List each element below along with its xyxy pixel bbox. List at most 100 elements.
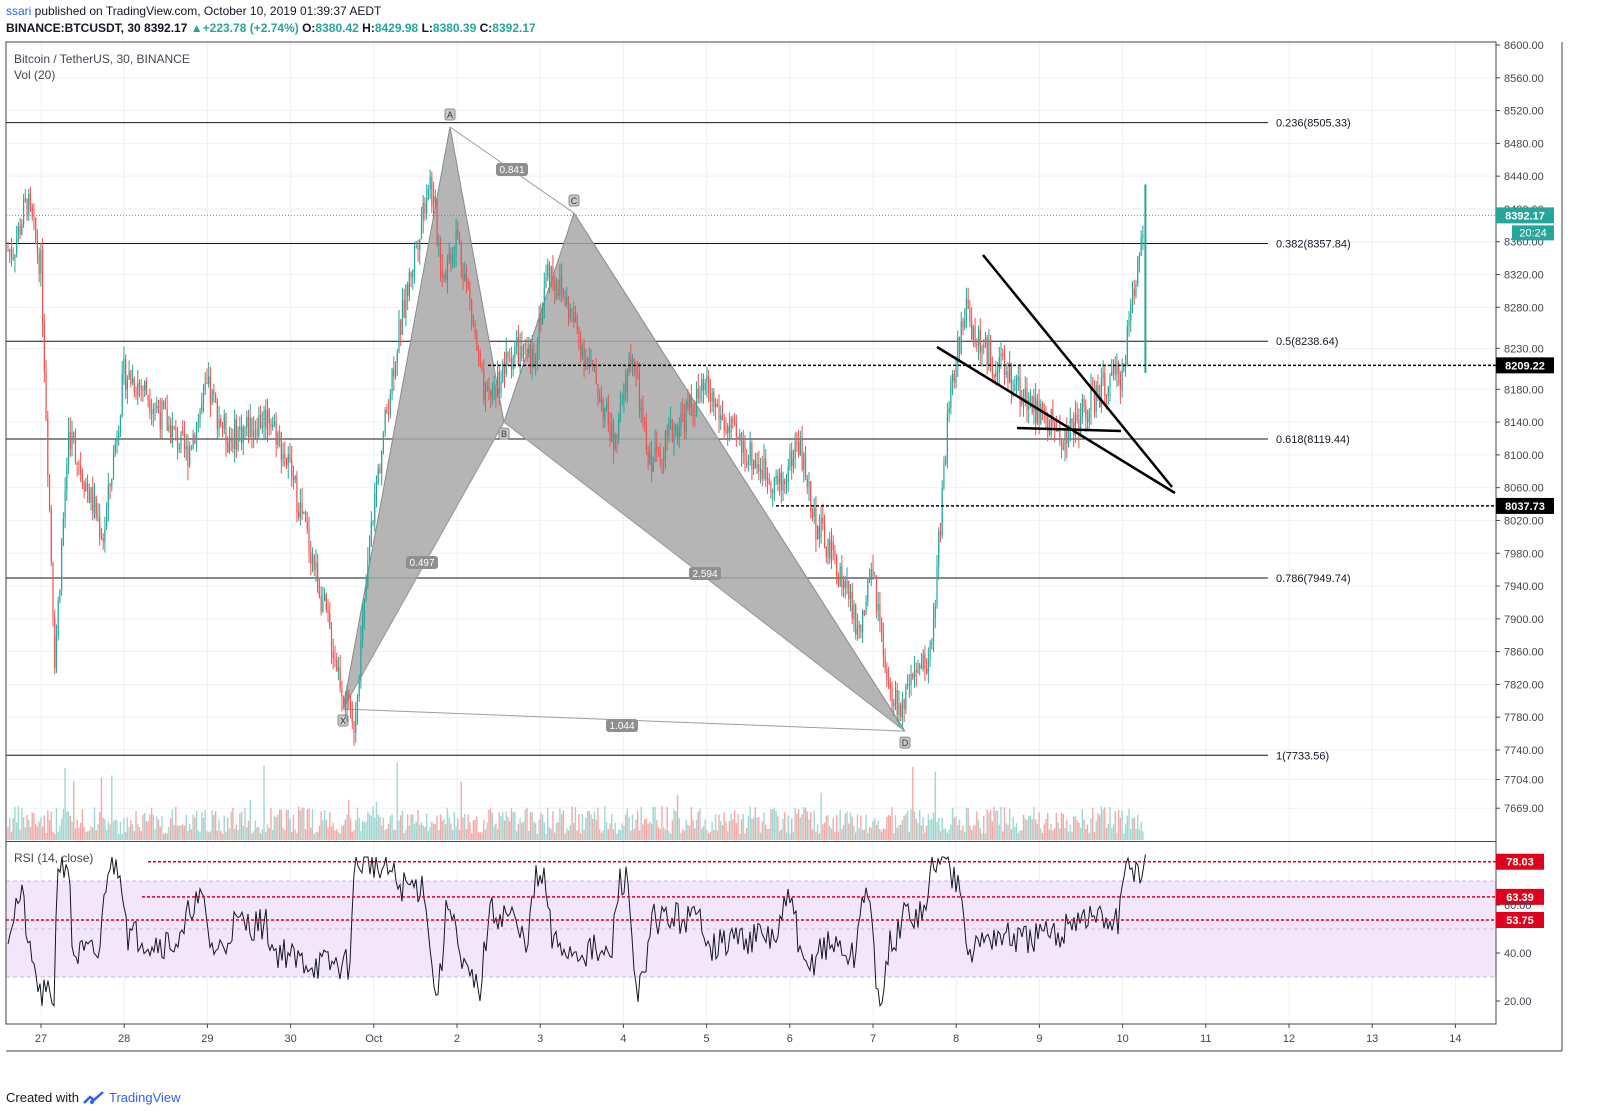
candle-body [1130, 304, 1132, 321]
candle-body [1067, 439, 1070, 444]
candle-body [190, 447, 192, 449]
tradingview-brand[interactable]: TradingView [108, 1090, 181, 1105]
volume-bar [1124, 824, 1127, 840]
rsi-level-label-1: 63.39 [1506, 892, 1534, 904]
candle-body [614, 434, 616, 449]
volume-bar [365, 821, 367, 840]
candle-body [472, 316, 474, 324]
candle-body [298, 512, 300, 518]
candle-body [958, 337, 961, 354]
volume-bar [207, 832, 210, 840]
volume-bar [780, 829, 783, 840]
last-price: 8392.17 [144, 21, 188, 35]
candle-body [170, 424, 172, 444]
candle-body [100, 536, 103, 539]
candle-body [291, 459, 293, 478]
volume-bar [910, 808, 912, 840]
candle-body [1111, 370, 1113, 376]
author-link[interactable]: ssari [6, 4, 32, 18]
candle-body [413, 247, 416, 270]
candle-body [296, 475, 298, 513]
volume-bar [164, 833, 167, 840]
volume-bar [22, 817, 25, 840]
volume-bar [315, 832, 317, 840]
volume-bar [137, 823, 139, 840]
candle-body [426, 197, 428, 214]
volume-bar [341, 826, 343, 840]
volume-bar [270, 808, 272, 840]
candle-body [208, 376, 210, 384]
volume-bar [60, 818, 63, 840]
candle-body [121, 373, 123, 416]
candle-body [540, 316, 542, 325]
volume-bar [493, 826, 495, 840]
time-tick-label: Oct [365, 1033, 382, 1045]
candle-body [1126, 326, 1128, 366]
candle-body [31, 205, 33, 217]
volume-bar [1000, 806, 1002, 840]
volume-bar [299, 810, 302, 840]
volume-bar [123, 818, 125, 840]
volume-bar [604, 806, 606, 840]
candle-body [1064, 429, 1066, 451]
volume-bar [813, 810, 815, 840]
candle-body [1048, 431, 1051, 435]
volume-bar [67, 810, 70, 840]
volume-bar [393, 829, 395, 840]
candle-body [676, 425, 679, 440]
volume-bar [100, 777, 103, 840]
volume-bar [832, 818, 834, 840]
volume-bar [614, 822, 616, 840]
volume-bar [66, 811, 68, 840]
candle-body [721, 415, 724, 420]
candle-body [749, 442, 751, 460]
candle-body [54, 617, 56, 669]
candle-body [317, 562, 319, 592]
volume-bar [1083, 819, 1085, 840]
pattern-ratio-badge [689, 567, 721, 580]
volume-bar [706, 829, 708, 840]
volume-bar [1074, 816, 1077, 840]
candle-body [17, 226, 19, 240]
volume-bar [133, 830, 135, 840]
volume-bar [140, 831, 142, 840]
candle-body [343, 697, 345, 705]
volume-bar [737, 814, 739, 840]
volume-bar [467, 814, 469, 840]
candle-body [149, 400, 151, 413]
volume-bar [894, 815, 897, 840]
volume-bar [521, 822, 523, 840]
volume-bar [297, 806, 300, 840]
candle-body [206, 382, 208, 384]
volume-bar [470, 833, 473, 840]
candle-body [772, 491, 774, 494]
candle-body [173, 426, 175, 429]
candle-body [701, 379, 703, 391]
candle-body [1131, 289, 1134, 305]
volume-bar [190, 829, 193, 840]
candle-body [81, 473, 83, 483]
candle-body [483, 370, 485, 400]
volume-bar [220, 830, 222, 840]
candle-body [995, 372, 997, 377]
time-tick-label: 10 [1116, 1033, 1128, 1045]
volume-bar [1117, 809, 1120, 840]
candle-body [446, 259, 449, 280]
volume-bar [401, 810, 404, 840]
candle-body [908, 684, 910, 686]
volume-bar [946, 832, 949, 840]
volume-bar [803, 807, 805, 840]
candle-body [130, 370, 132, 384]
pattern-ratio-badge [406, 556, 438, 569]
candle-body [220, 419, 222, 426]
volume-bar [732, 819, 734, 840]
volume-bar [451, 829, 454, 840]
volume-bar [889, 815, 891, 840]
volume-bar [522, 821, 525, 840]
candle-body [580, 337, 582, 357]
candle-body [500, 381, 502, 394]
candle-body [528, 349, 530, 353]
volume-bar [631, 814, 634, 840]
candle-body [644, 420, 646, 423]
